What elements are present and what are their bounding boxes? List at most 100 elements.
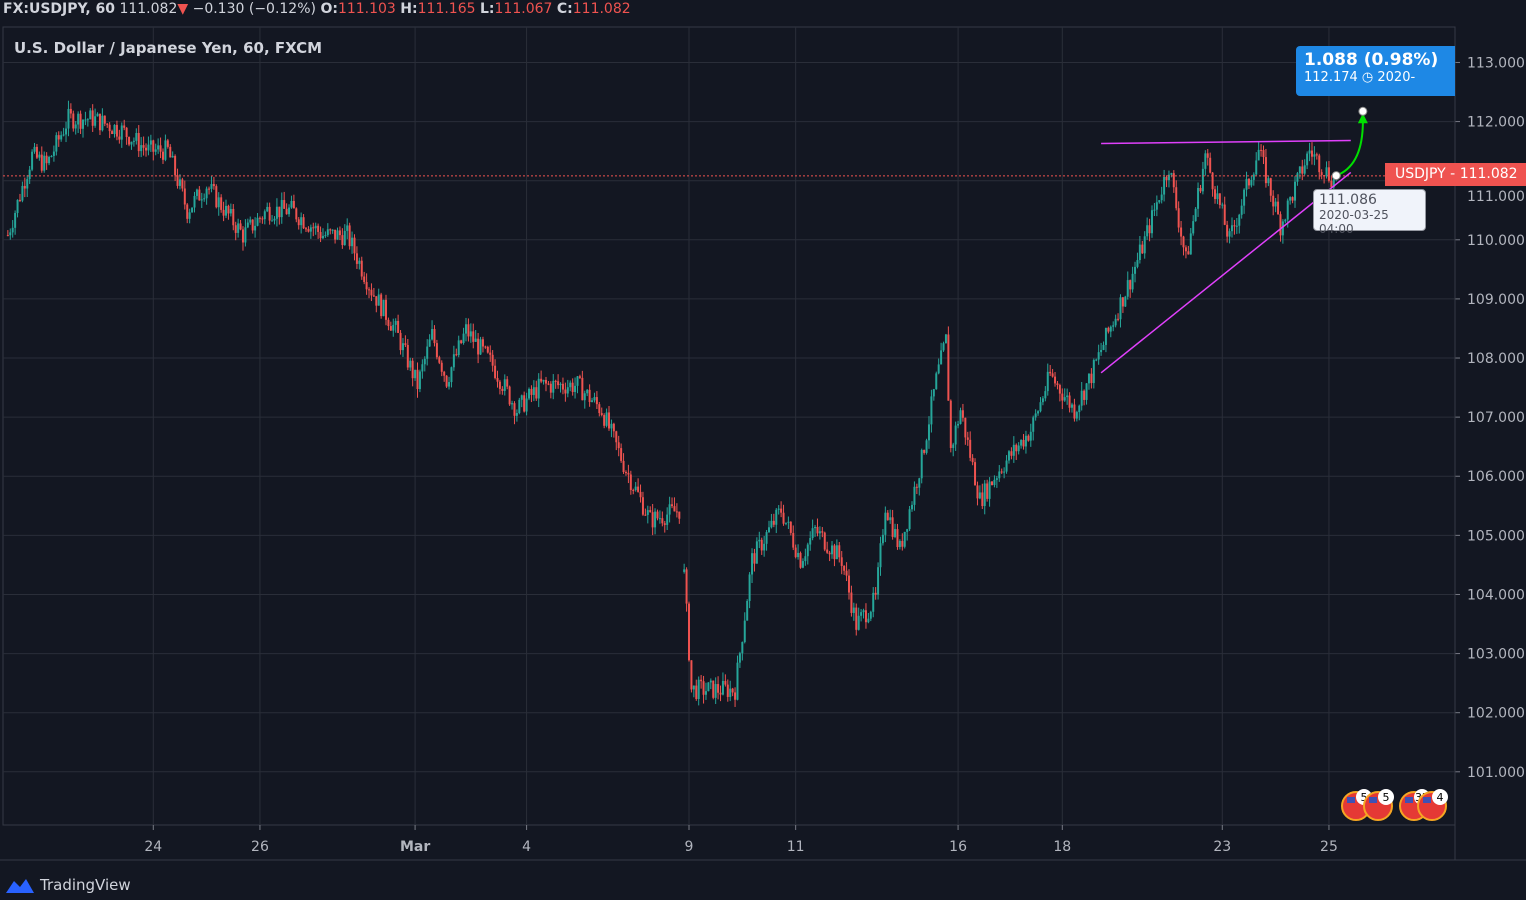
candle-body (1332, 178, 1335, 188)
tradingview-brand[interactable]: TradingView (4, 875, 131, 895)
candle (552, 374, 555, 400)
candle-body (278, 206, 281, 218)
candle (930, 389, 933, 433)
candle-body (176, 175, 179, 186)
candle-body (908, 509, 911, 530)
candle-body (101, 115, 104, 131)
flag-canton (1347, 797, 1355, 803)
candle (666, 507, 669, 531)
candle (1298, 166, 1301, 179)
candle-body (283, 200, 286, 209)
candle-body (232, 208, 235, 226)
candle (397, 314, 400, 334)
x-tick-label: 16 (949, 839, 967, 855)
candle (835, 539, 838, 560)
candle-body (1075, 412, 1078, 419)
candle-body (891, 517, 894, 537)
candle (360, 256, 363, 280)
candle-body (203, 198, 206, 200)
candle (884, 506, 887, 543)
candle (528, 387, 531, 401)
candle-body (818, 531, 821, 534)
candle (418, 369, 421, 393)
candle (346, 218, 349, 240)
candle-body (1119, 297, 1122, 320)
candle (724, 674, 727, 687)
candle (290, 195, 293, 209)
candle (748, 572, 751, 609)
candle (74, 121, 77, 135)
candle-body (530, 388, 533, 395)
candle-body (983, 483, 986, 507)
candle (28, 165, 31, 184)
candle-body (976, 485, 979, 499)
candle-body (234, 225, 237, 233)
candle-body (518, 399, 521, 414)
candle-body (1124, 296, 1127, 307)
candle (48, 155, 51, 166)
candle (923, 449, 926, 455)
candle (1153, 202, 1156, 217)
candle (751, 548, 754, 584)
candle (266, 202, 269, 213)
candle (906, 528, 909, 541)
candle-body (154, 149, 157, 152)
candle (271, 215, 274, 222)
candle (1233, 219, 1236, 235)
candle-body (1233, 225, 1236, 227)
candle (668, 496, 671, 523)
candle (1218, 193, 1221, 209)
candle (615, 430, 618, 451)
candle (244, 219, 247, 247)
candle-body (103, 115, 106, 124)
candle (1245, 171, 1248, 197)
candle-body (1029, 431, 1032, 441)
candle-body (55, 135, 58, 152)
symbol-name[interactable]: FX:USDJPY, 60 (3, 1, 115, 17)
candle (557, 374, 560, 389)
candle (879, 536, 882, 576)
candle-body (481, 339, 484, 347)
candle-body (1240, 205, 1243, 215)
candle (576, 375, 579, 394)
candle (991, 480, 994, 486)
candle (263, 209, 266, 225)
candle-body (906, 529, 909, 532)
candle-body (486, 346, 489, 353)
candle-body (826, 549, 829, 553)
candle (111, 129, 114, 135)
candle (1262, 145, 1265, 165)
candle (695, 679, 698, 701)
candle (1024, 430, 1027, 454)
candle-body (1298, 166, 1301, 174)
candle-body (84, 119, 87, 121)
candle (1143, 231, 1146, 259)
candle-body (622, 460, 625, 473)
candle (760, 537, 763, 555)
candle (479, 336, 482, 355)
candle (789, 521, 792, 536)
candle-body (1274, 201, 1277, 207)
candle (818, 526, 821, 540)
candle (462, 327, 465, 345)
candle-body (62, 134, 65, 136)
candle (176, 168, 179, 189)
candle-body (605, 412, 608, 426)
candle (1075, 410, 1078, 422)
candle-body (292, 200, 295, 209)
candle-body (789, 521, 792, 533)
candle-body (35, 146, 38, 158)
candle-body (726, 684, 729, 697)
candle-body (1284, 219, 1287, 222)
candle (894, 523, 897, 539)
candle (38, 151, 41, 161)
candle-body (249, 219, 252, 223)
candle (1325, 161, 1328, 179)
candle (877, 562, 880, 600)
candle-body (828, 552, 831, 555)
candle-body (239, 223, 242, 230)
tooltip-date: 2020-03-25 04:00 (1319, 208, 1389, 236)
candle-body (1269, 178, 1272, 196)
candle-body (702, 681, 705, 695)
